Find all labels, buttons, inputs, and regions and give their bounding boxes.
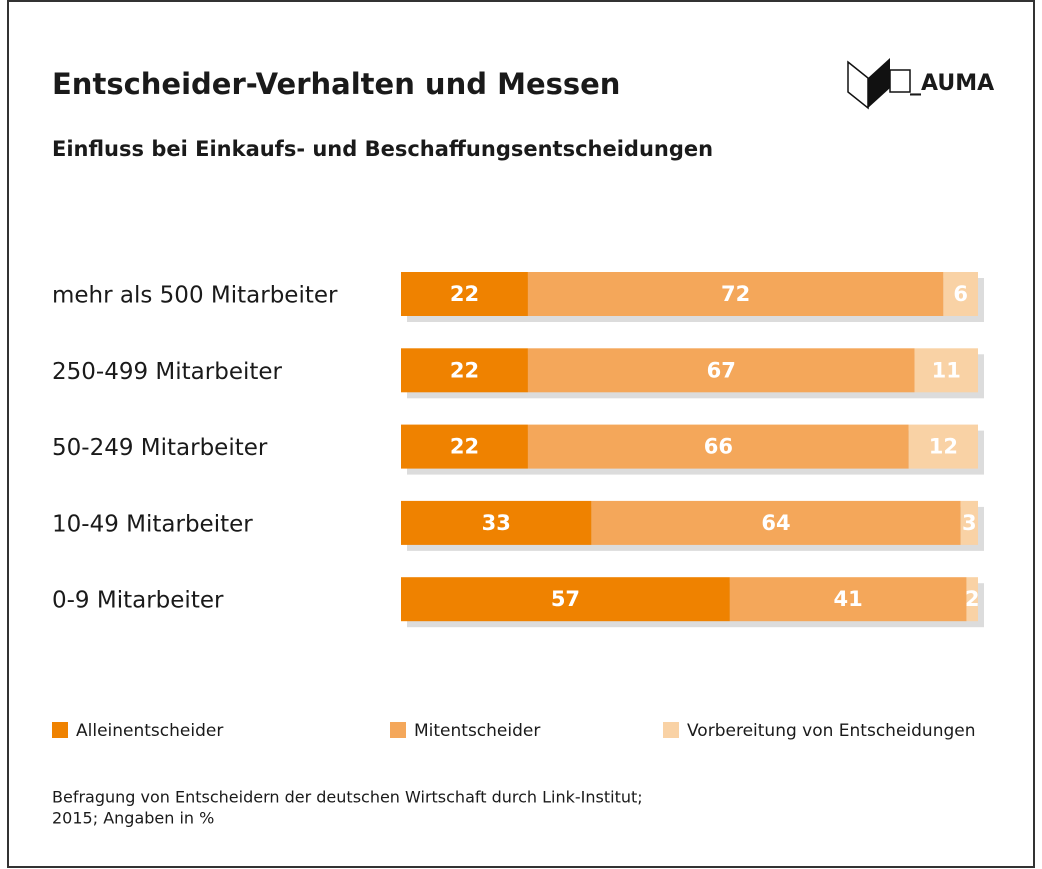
bar-segment bbox=[527, 272, 944, 316]
chart-title: Entscheider-Verhalten und Messen bbox=[52, 67, 620, 101]
value-label: 57 bbox=[551, 587, 580, 611]
value-label: 12 bbox=[929, 435, 958, 459]
bar-segment bbox=[960, 500, 978, 545]
category-label: 250-499 Mitarbeiter bbox=[52, 359, 283, 385]
value-label: 72 bbox=[721, 282, 750, 306]
bar-segment bbox=[401, 424, 528, 469]
bar-segment bbox=[527, 348, 915, 393]
value-label: 2 bbox=[965, 587, 980, 611]
legend-label: Vorbereitung von Entscheidungen bbox=[687, 721, 976, 741]
legend-label: Mitentscheider bbox=[414, 721, 540, 741]
chart-subtitle: Einfluss bei Einkaufs- und Beschaffungse… bbox=[52, 137, 713, 161]
value-label: 6 bbox=[953, 282, 968, 306]
category-label: 50-249 Mitarbeiter bbox=[52, 435, 268, 461]
bar-segment bbox=[527, 424, 909, 469]
value-label: 3 bbox=[962, 511, 977, 535]
bar-segment bbox=[591, 500, 961, 545]
value-label: 33 bbox=[482, 511, 511, 535]
value-label: 22 bbox=[450, 435, 479, 459]
legend-swatch bbox=[663, 722, 679, 738]
category-label: 10-49 Mitarbeiter bbox=[52, 511, 253, 537]
legend-label: Alleinentscheider bbox=[76, 721, 223, 741]
value-label: 22 bbox=[450, 282, 479, 306]
bar-segment bbox=[729, 577, 967, 622]
bar-segment bbox=[401, 348, 528, 393]
legend-swatch bbox=[390, 722, 406, 738]
bar-segment bbox=[401, 577, 730, 622]
legend-swatch bbox=[52, 722, 68, 738]
value-label: 22 bbox=[450, 358, 479, 382]
bar-segment bbox=[914, 348, 978, 393]
value-label: 11 bbox=[932, 358, 961, 382]
bar-segment bbox=[401, 272, 528, 316]
source-note: Befragung von Entscheidern der deutschen… bbox=[52, 788, 643, 807]
bar-segment bbox=[401, 500, 592, 545]
logo-mark bbox=[847, 58, 911, 110]
category-label: 0-9 Mitarbeiter bbox=[52, 588, 224, 614]
value-label: 66 bbox=[704, 435, 733, 459]
value-label: 67 bbox=[707, 358, 736, 382]
logo-text: _AUMA bbox=[910, 71, 994, 96]
category-label: mehr als 500 Mitarbeiter bbox=[52, 283, 338, 309]
bar-segment bbox=[908, 424, 978, 469]
value-label: 64 bbox=[761, 511, 790, 535]
source-note: 2015; Angaben in % bbox=[52, 809, 214, 828]
bar-segment bbox=[943, 272, 978, 316]
bar-segment bbox=[966, 577, 978, 622]
value-label: 41 bbox=[834, 587, 863, 611]
